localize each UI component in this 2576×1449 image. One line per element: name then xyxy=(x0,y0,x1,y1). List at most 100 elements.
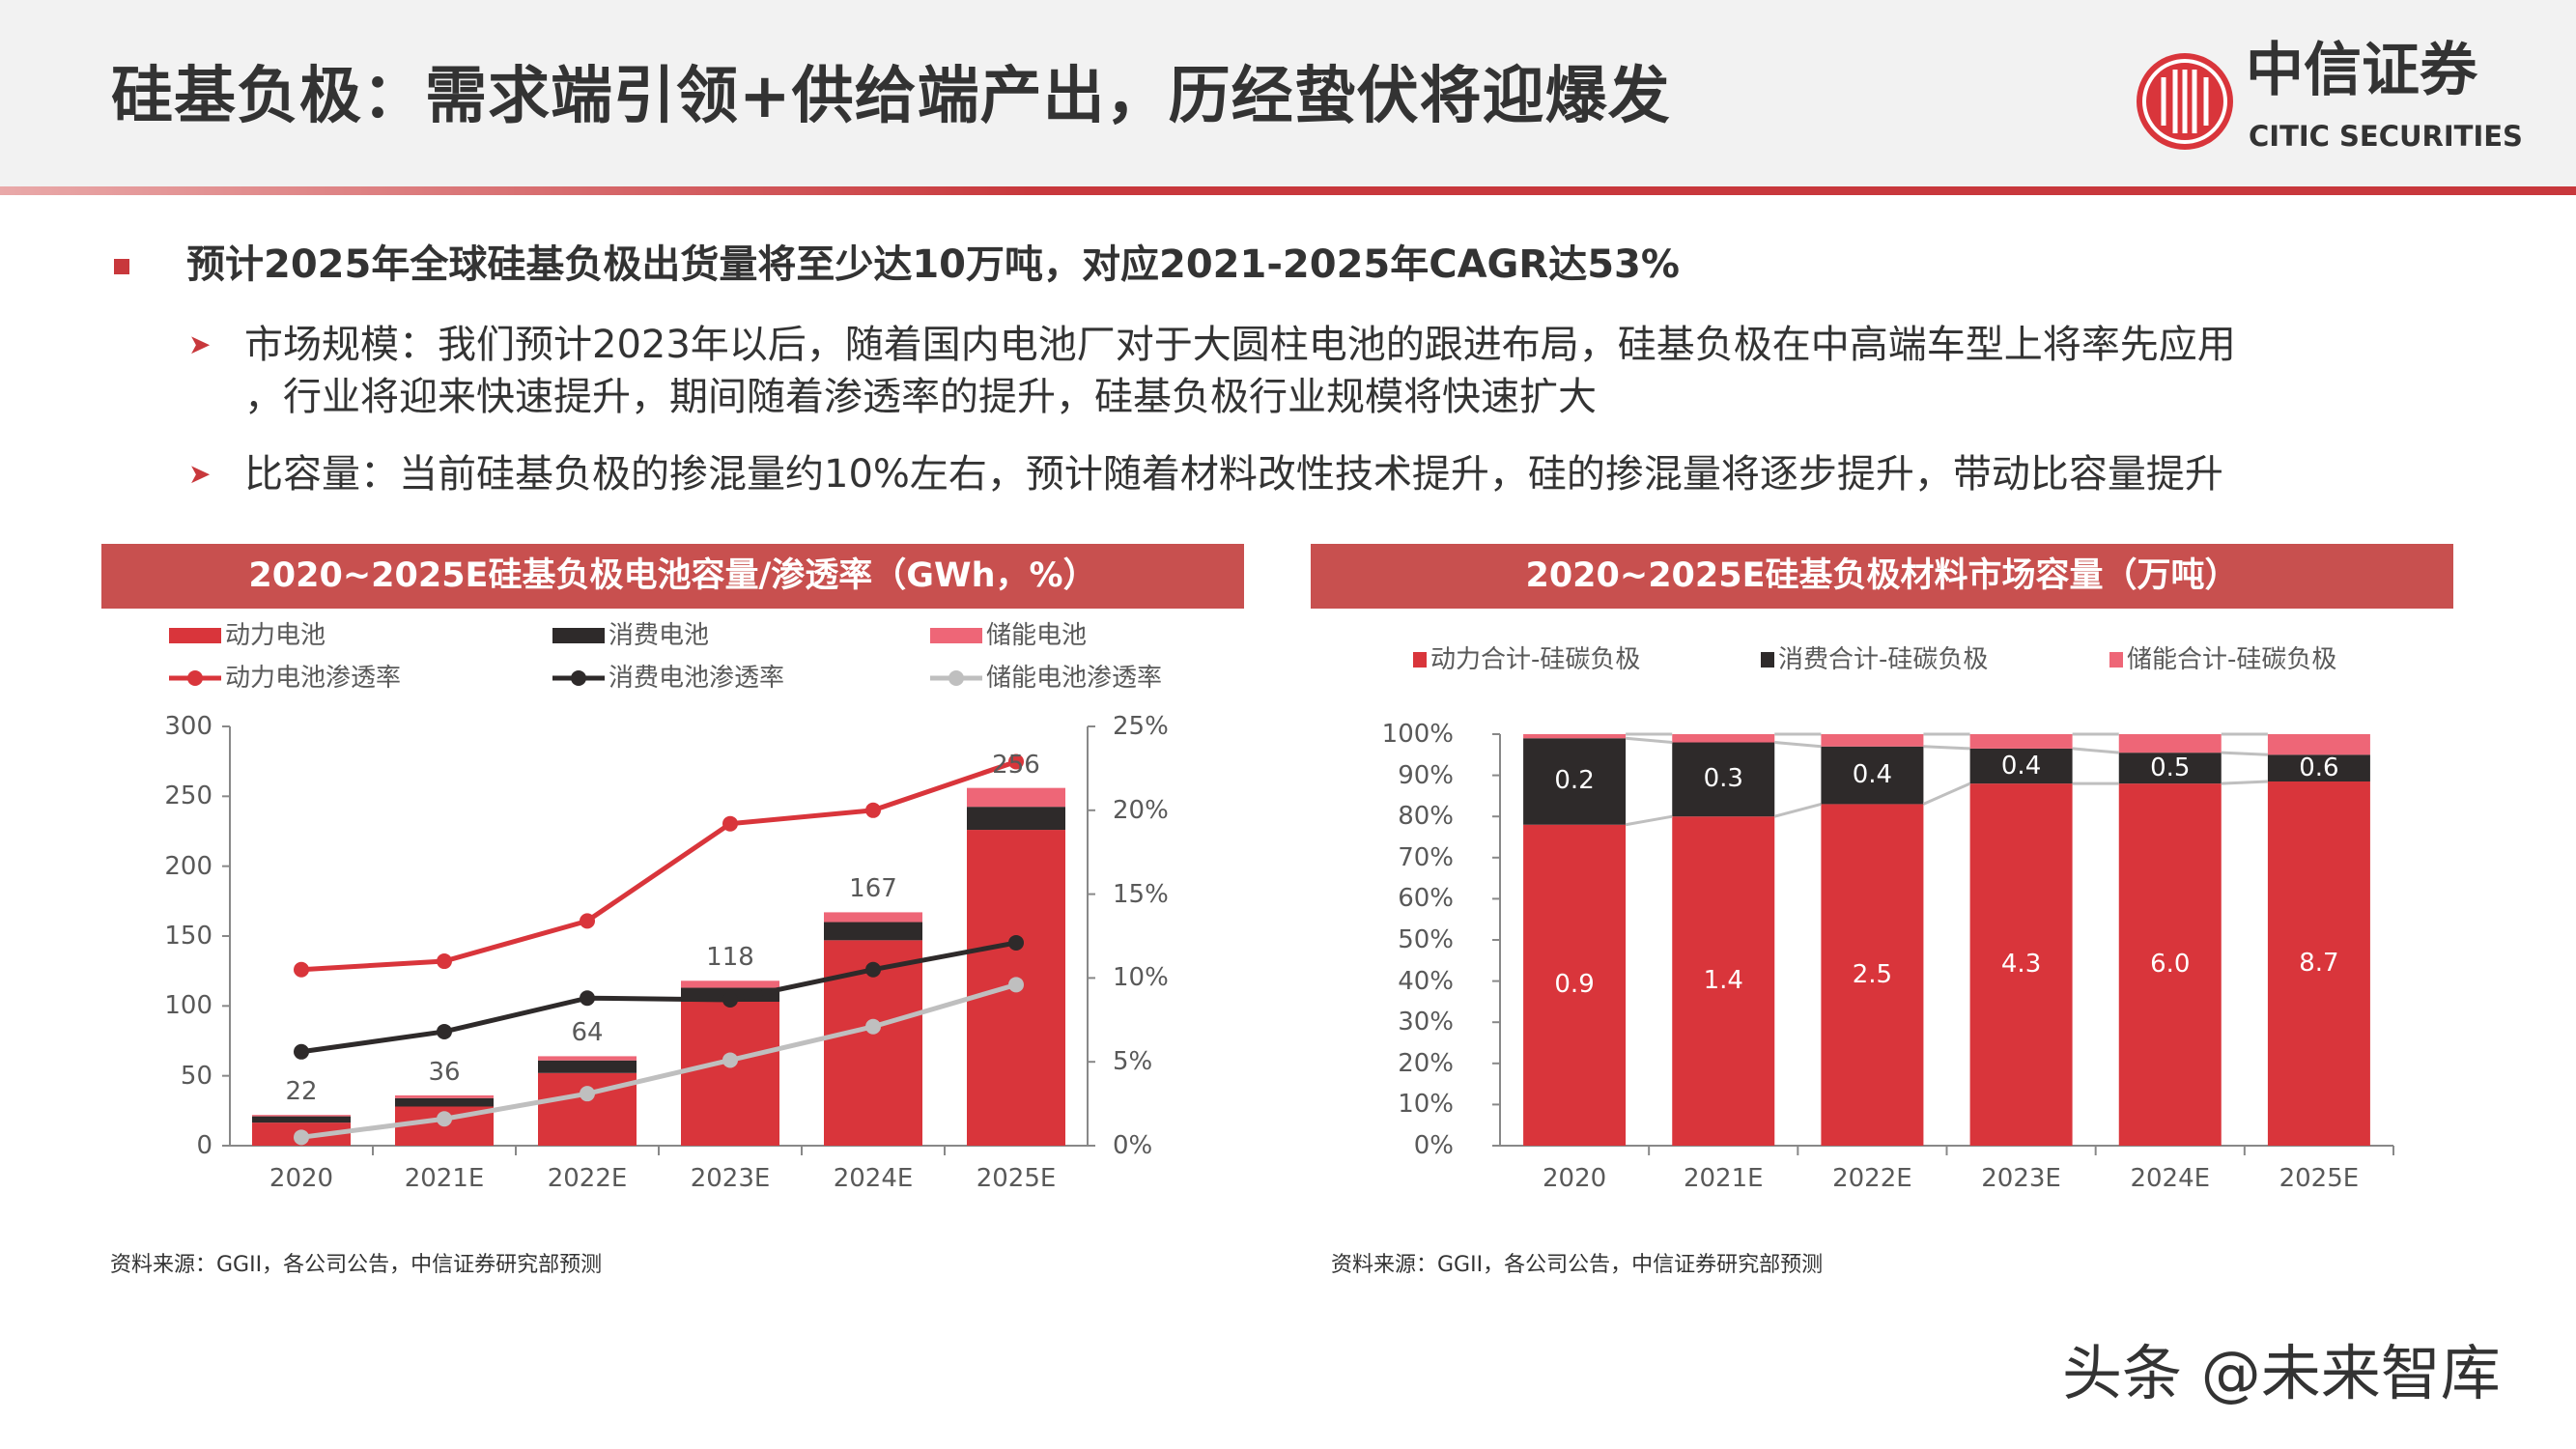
legend-label: 消费电池渗透率 xyxy=(609,664,785,693)
sub-bullet-line: 比容量：当前硅基负极的掺混量约10%左右，预计随着材料改性技术提升，硅的掺混量将… xyxy=(244,452,2223,497)
sub-bullet-line: 市场规模：我们预计2023年以后，随着国内电池厂对于大圆柱电池的跟进布局，硅基负… xyxy=(244,323,2236,367)
legend-swatch xyxy=(1761,652,1774,668)
line-marker xyxy=(580,1086,595,1102)
legend-marker-icon xyxy=(187,670,203,686)
bar-power xyxy=(2118,783,2222,1146)
legend-label: 储能电池渗透率 xyxy=(986,664,1163,693)
bar-storage xyxy=(1523,734,1627,739)
bullet-square-icon xyxy=(114,259,129,274)
penetration-line xyxy=(300,940,1017,1055)
series-connector-line xyxy=(1773,802,1822,818)
series-connector-line xyxy=(2072,747,2119,754)
legend-marker-icon xyxy=(571,670,586,686)
bar-storage xyxy=(1821,734,1924,747)
page-title: 硅基负极：需求端引领+供给端产出，历经蛰伏将迎爆发 xyxy=(111,61,1671,132)
bar-value-label: 8.7 xyxy=(2299,948,2339,978)
main-bullet: 预计2025年全球硅基负极出货量将至少达10万吨，对应2021-2025年CAG… xyxy=(114,240,1680,290)
bar-value-label: 0.5 xyxy=(2150,753,2191,782)
y-tick-label: 150 xyxy=(164,922,212,951)
bar-consumer xyxy=(538,1060,637,1073)
y-tick-label: 0 xyxy=(196,1131,212,1160)
bar-total-label: 167 xyxy=(849,874,897,904)
bar-consumer xyxy=(252,1116,351,1123)
x-tick-label: 2025E xyxy=(2279,1164,2360,1193)
bar-storage xyxy=(681,980,779,988)
bar-total-label: 64 xyxy=(571,1018,604,1048)
y2-tick-label: 5% xyxy=(1113,1047,1153,1077)
y-tick-label: 200 xyxy=(164,851,212,881)
x-tick-label: 2020 xyxy=(269,1164,334,1193)
sub-bullet-line: ，行业将迎来快速提升，期间随着渗透率的提升，硅基负极行业规模将快速扩大 xyxy=(244,375,1597,419)
legend-swatch xyxy=(1413,652,1427,668)
x-tick-label: 2023E xyxy=(690,1164,771,1193)
bar-storage xyxy=(967,787,1065,808)
y-tick-label: 250 xyxy=(164,781,212,811)
series-connector-line xyxy=(1923,745,1970,751)
bar-value-label: 0.4 xyxy=(1852,760,1893,790)
citic-logo-icon xyxy=(2137,53,2233,150)
y-tick-label: 70% xyxy=(1398,842,1454,872)
bar-total-label: 36 xyxy=(428,1057,461,1087)
y-tick-label: 10% xyxy=(1398,1090,1454,1120)
series-connector-line xyxy=(2221,751,2268,756)
bar-value-label: 2.5 xyxy=(1852,959,1893,989)
line-marker xyxy=(865,1018,881,1035)
left-chart-source: 资料来源：GGII，各公司公告，中信证券研究部预测 xyxy=(110,1253,603,1277)
bar-consumer xyxy=(1672,742,1775,817)
bar-storage xyxy=(824,912,922,923)
x-tick-label: 2020 xyxy=(1542,1164,1607,1193)
y-tick-label: 50 xyxy=(180,1061,212,1091)
sub-bullet-capacity: ➤ 比容量：当前硅基负极的掺混量约10%左右，预计随着材料改性技术提升，硅的掺混… xyxy=(188,448,2223,500)
y-tick-label: 40% xyxy=(1398,966,1454,996)
bar-consumer xyxy=(967,807,1065,831)
legend-label: 动力电池 xyxy=(225,621,326,650)
bar-storage xyxy=(252,1115,351,1117)
y-tick-label: 100% xyxy=(1381,720,1454,749)
bar-value-label: 6.0 xyxy=(2150,950,2191,980)
left-chart-title: 2020~2025E硅基负极电池容量/渗透率（GWh，%） xyxy=(101,544,1244,609)
line-marker xyxy=(722,1052,738,1068)
bar-value-label: 0.4 xyxy=(2000,751,2042,781)
line-marker xyxy=(722,815,738,832)
watermark: 头条 @未来智库 xyxy=(2062,1338,2501,1408)
line-marker xyxy=(294,1043,309,1060)
bar-power xyxy=(1523,824,1627,1146)
legend-swatch xyxy=(2109,652,2123,668)
bar-consumer xyxy=(395,1097,494,1107)
series-connector-line xyxy=(1625,736,1673,745)
series-connector-line xyxy=(1774,741,1822,749)
main-bullet-text: 预计2025年全球硅基负极出货量将至少达10万吨，对应2021-2025年CAG… xyxy=(186,242,1680,287)
line-marker xyxy=(294,1129,309,1146)
arrow-bullet-icon: ➤ xyxy=(188,328,212,360)
y2-tick-label: 25% xyxy=(1113,712,1169,741)
logo-en: CITIC SECURITIES xyxy=(2249,120,2523,153)
bar-consumer xyxy=(1821,746,1924,805)
bar-storage xyxy=(2267,734,2370,755)
y2-tick-label: 10% xyxy=(1113,963,1169,993)
line-marker xyxy=(1008,934,1024,951)
bar-consumer xyxy=(1523,738,1627,825)
bar-consumer xyxy=(824,922,922,941)
series-connector-line xyxy=(1922,781,1971,806)
x-tick-label: 2024E xyxy=(833,1164,914,1193)
line-marker xyxy=(437,1023,452,1039)
y-tick-label: 80% xyxy=(1398,802,1454,832)
y-tick-label: 30% xyxy=(1398,1008,1454,1037)
bar-value-label: 0.9 xyxy=(1554,970,1595,1000)
x-tick-label: 2021E xyxy=(404,1164,485,1193)
line-marker xyxy=(580,990,595,1007)
y-tick-label: 100 xyxy=(164,991,212,1021)
logo-cn: 中信证券 xyxy=(2246,37,2477,104)
bar-consumer xyxy=(2267,754,2370,781)
bar-power xyxy=(2267,781,2370,1146)
header-divider xyxy=(0,186,2576,195)
legend-swatch xyxy=(552,628,605,643)
y-tick-label: 20% xyxy=(1398,1048,1454,1078)
line-marker xyxy=(865,961,881,978)
bar-power xyxy=(1969,783,2073,1146)
legend-marker-icon xyxy=(948,670,964,686)
line-marker xyxy=(1008,753,1024,770)
series-connector-line xyxy=(1625,814,1673,827)
citic-logo xyxy=(2135,48,2241,155)
